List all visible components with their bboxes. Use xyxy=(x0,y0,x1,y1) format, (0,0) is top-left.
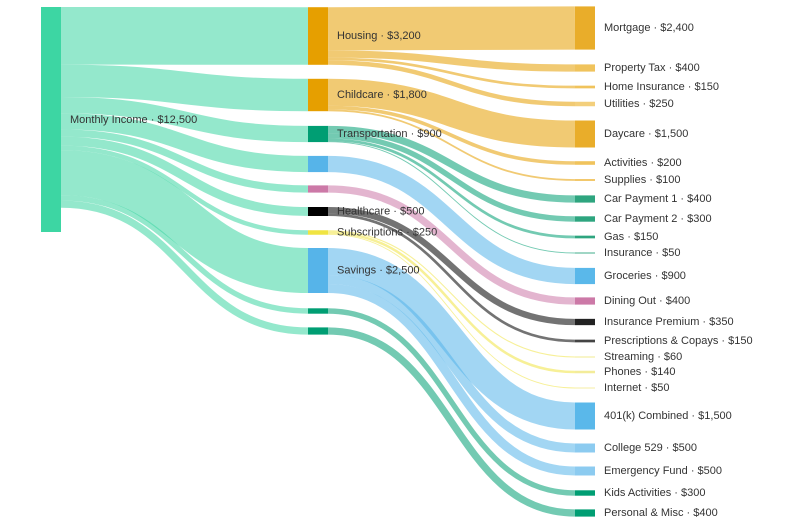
link xyxy=(60,64,309,112)
node xyxy=(575,267,595,285)
node-label: Utilities · $250 xyxy=(604,98,674,110)
node xyxy=(575,85,595,89)
node xyxy=(575,120,595,148)
node-label: Activities · $200 xyxy=(604,157,682,169)
node-label: Internet · $50 xyxy=(604,382,669,394)
node xyxy=(575,235,595,239)
link xyxy=(60,150,309,293)
node xyxy=(575,161,595,165)
link xyxy=(327,125,576,203)
node-label: Housing · $3,200 xyxy=(337,30,421,42)
link xyxy=(60,97,309,143)
node-label: Phones · $140 xyxy=(604,366,676,378)
link xyxy=(327,105,576,165)
node-label: Healthcare · $500 xyxy=(337,205,424,217)
node xyxy=(308,155,328,173)
link xyxy=(327,327,576,517)
node-label: Daycare · $1,500 xyxy=(604,128,688,140)
node xyxy=(575,387,595,389)
link xyxy=(60,129,309,193)
node xyxy=(575,195,595,203)
node xyxy=(308,327,328,335)
node-label: 401(k) Combined · $1,500 xyxy=(604,410,732,422)
node-label: Transportation · $900 xyxy=(337,128,442,140)
node xyxy=(308,125,328,143)
link xyxy=(327,141,576,254)
node-label: Childcare · $1,800 xyxy=(337,89,427,101)
link xyxy=(327,60,576,107)
node xyxy=(575,252,595,254)
link xyxy=(327,155,576,285)
node-label: Dining Out · $400 xyxy=(604,295,690,307)
node-label: Car Payment 2 · $300 xyxy=(604,213,712,225)
node xyxy=(575,339,595,343)
link xyxy=(327,185,576,305)
node xyxy=(308,185,328,193)
node-label: Mortgage · $2,400 xyxy=(604,22,694,34)
node-label: College 529 · $500 xyxy=(604,442,697,454)
link xyxy=(327,231,576,374)
node xyxy=(308,7,328,65)
link xyxy=(327,213,576,343)
node xyxy=(575,356,595,358)
nodes: Monthly Income · $12,500 Housing · $3,200… xyxy=(41,6,753,519)
node xyxy=(575,509,595,517)
node-label: Insurance Premium · $350 xyxy=(604,316,734,328)
node-label: Groceries · $900 xyxy=(604,270,686,282)
node xyxy=(308,207,328,216)
node-label: Gas · $150 xyxy=(604,231,658,243)
link xyxy=(327,207,576,326)
node xyxy=(575,179,595,181)
node xyxy=(308,230,328,235)
node-label: Personal & Misc · $400 xyxy=(604,507,718,519)
link xyxy=(60,113,309,173)
node xyxy=(575,6,595,50)
node xyxy=(308,78,328,112)
node-label: Kids Activities · $300 xyxy=(604,487,706,499)
link xyxy=(327,308,576,496)
link xyxy=(327,78,576,148)
link xyxy=(327,248,576,430)
node-label: Prescriptions & Copays · $150 xyxy=(604,335,753,347)
link xyxy=(327,284,576,476)
link xyxy=(60,145,309,235)
node xyxy=(575,216,595,222)
node-label: Streaming · $60 xyxy=(604,351,682,363)
node-label: Savings · $2,500 xyxy=(337,264,420,276)
link xyxy=(327,57,576,89)
link xyxy=(327,138,576,239)
node xyxy=(308,308,328,314)
node xyxy=(575,101,595,107)
node xyxy=(575,297,595,305)
node-label: Car Payment 1 · $400 xyxy=(604,193,712,205)
link xyxy=(60,200,309,335)
node-label: Insurance · $50 xyxy=(604,247,680,259)
node xyxy=(308,248,328,293)
node xyxy=(41,7,61,232)
link xyxy=(327,230,576,358)
node-label: Subscriptions · $250 xyxy=(337,226,437,238)
node-label: Property Tax · $400 xyxy=(604,62,700,74)
link xyxy=(327,275,576,453)
node xyxy=(575,443,595,453)
link xyxy=(327,6,576,51)
node xyxy=(575,402,595,430)
links xyxy=(60,6,576,517)
link xyxy=(327,133,576,222)
node-label: Supplies · $100 xyxy=(604,174,680,186)
link xyxy=(327,50,576,72)
node-label: Monthly Income · $12,500 xyxy=(70,114,197,126)
node xyxy=(575,466,595,476)
node xyxy=(575,64,595,72)
node-label: Home Insurance · $150 xyxy=(604,81,719,93)
link xyxy=(327,233,576,389)
node-label: Emergency Fund · $500 xyxy=(604,465,722,477)
link xyxy=(60,195,309,314)
node xyxy=(575,490,595,496)
node xyxy=(575,370,595,374)
link xyxy=(327,109,576,181)
node xyxy=(575,318,595,326)
link xyxy=(60,136,309,216)
